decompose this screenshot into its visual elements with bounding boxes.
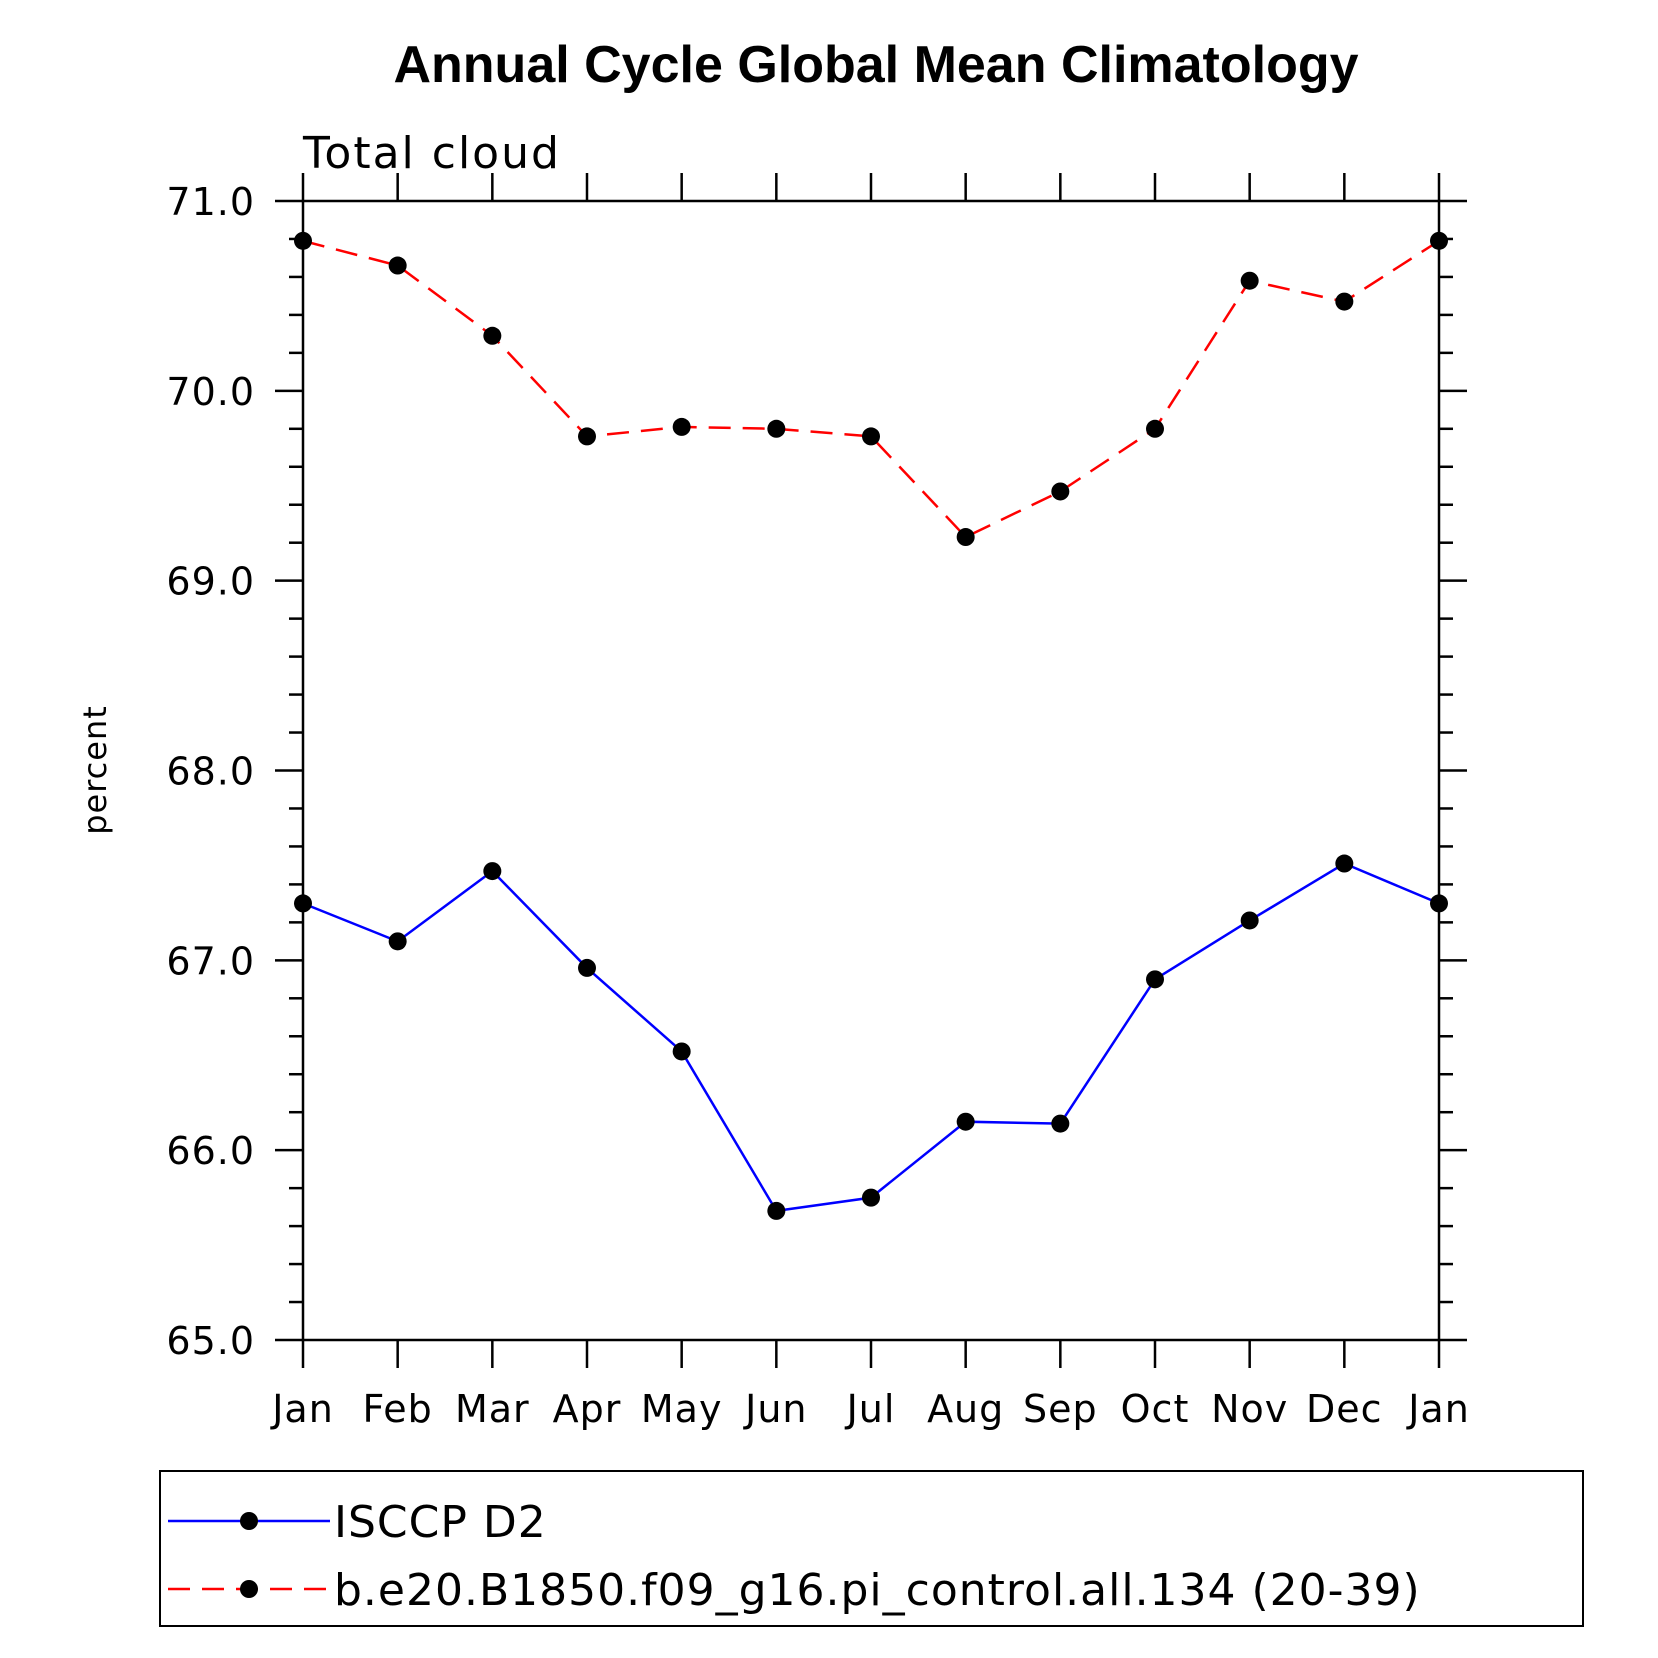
series-1-point bbox=[862, 1188, 880, 1207]
series-1-point bbox=[1335, 854, 1354, 873]
series-2-point bbox=[578, 427, 596, 446]
series-2-point bbox=[1430, 231, 1448, 250]
x-tick-label: Aug bbox=[927, 1387, 1004, 1431]
series-2-point bbox=[862, 427, 880, 446]
y-tick-label: 66.0 bbox=[166, 1129, 255, 1173]
series-line-1 bbox=[302, 862, 1440, 1213]
x-tick-label: May bbox=[641, 1387, 723, 1431]
series-1-point bbox=[578, 958, 596, 977]
series-1-point bbox=[1051, 1114, 1070, 1133]
x-tick-label: Oct bbox=[1121, 1387, 1190, 1431]
y-tick-label: 68.0 bbox=[166, 750, 255, 794]
series-1-point bbox=[483, 862, 502, 881]
series-2-point bbox=[1335, 292, 1354, 311]
x-tick-label: Jan bbox=[1406, 1387, 1470, 1431]
y-tick-label: 71.0 bbox=[166, 180, 255, 224]
legend-label-2: b.e20.B1850.f09_g16.pi_control.all.134 (… bbox=[334, 1565, 1421, 1616]
legend: ISCCP D2 b.e20.B1850.f09_g16.pi_control.a… bbox=[159, 1470, 1584, 1627]
x-tick-label: Jun bbox=[743, 1387, 807, 1431]
series-2-point bbox=[1146, 419, 1164, 438]
x-tick-label: Sep bbox=[1023, 1387, 1098, 1431]
series-1-point bbox=[1146, 970, 1164, 989]
series-2-point bbox=[1240, 271, 1259, 290]
y-tick-label: 69.0 bbox=[166, 560, 255, 604]
x-tick-label: Dec bbox=[1306, 1387, 1383, 1431]
series-2-point bbox=[1051, 482, 1070, 501]
y-tick-label: 70.0 bbox=[166, 370, 255, 414]
legend-box bbox=[159, 1470, 1584, 1627]
chart-title: Annual Cycle Global Mean Climatology bbox=[393, 36, 1358, 94]
series-1-point bbox=[672, 1042, 691, 1061]
series-1-point bbox=[1240, 911, 1259, 930]
series-2-point bbox=[388, 256, 407, 275]
y-tick-label: 67.0 bbox=[166, 939, 255, 983]
x-tick-label: Feb bbox=[363, 1387, 433, 1431]
y-tick-label: 65.0 bbox=[166, 1319, 255, 1363]
legend-marker-2 bbox=[240, 1580, 258, 1598]
series-1-point bbox=[767, 1201, 786, 1220]
series-2-point bbox=[483, 326, 502, 345]
series-1-point bbox=[388, 932, 407, 951]
plot-series bbox=[294, 231, 1448, 1220]
plot-frame bbox=[301, 199, 1441, 1342]
x-tick-label: Jan bbox=[270, 1387, 334, 1431]
x-tick-label: Apr bbox=[553, 1387, 622, 1431]
y-axis-label: percent bbox=[76, 705, 114, 835]
series-2-point bbox=[672, 417, 691, 436]
y-axis: 65.0 66.0 67.0 68.0 69.0 70.0 71.0 bbox=[166, 180, 1467, 1363]
chart-subtitle: Total cloud bbox=[302, 128, 561, 179]
legend-label-1: ISCCP D2 bbox=[334, 1497, 547, 1548]
legend-marker-1 bbox=[240, 1512, 258, 1530]
series-1-point bbox=[956, 1112, 975, 1131]
series-1-point bbox=[294, 894, 312, 913]
x-tick-label: Jul bbox=[845, 1387, 896, 1431]
series-line-2 bbox=[302, 239, 1440, 539]
x-axis: Jan Feb Mar Apr May Jun Jul Aug Sep Oct Nov Dec Jan bbox=[270, 173, 1470, 1431]
series-2-point bbox=[956, 528, 975, 547]
series-2-point bbox=[294, 231, 312, 250]
series-1-point bbox=[1430, 894, 1448, 913]
x-tick-label: Mar bbox=[455, 1387, 530, 1431]
x-tick-label: Nov bbox=[1211, 1387, 1288, 1431]
series-2-point bbox=[767, 419, 786, 438]
